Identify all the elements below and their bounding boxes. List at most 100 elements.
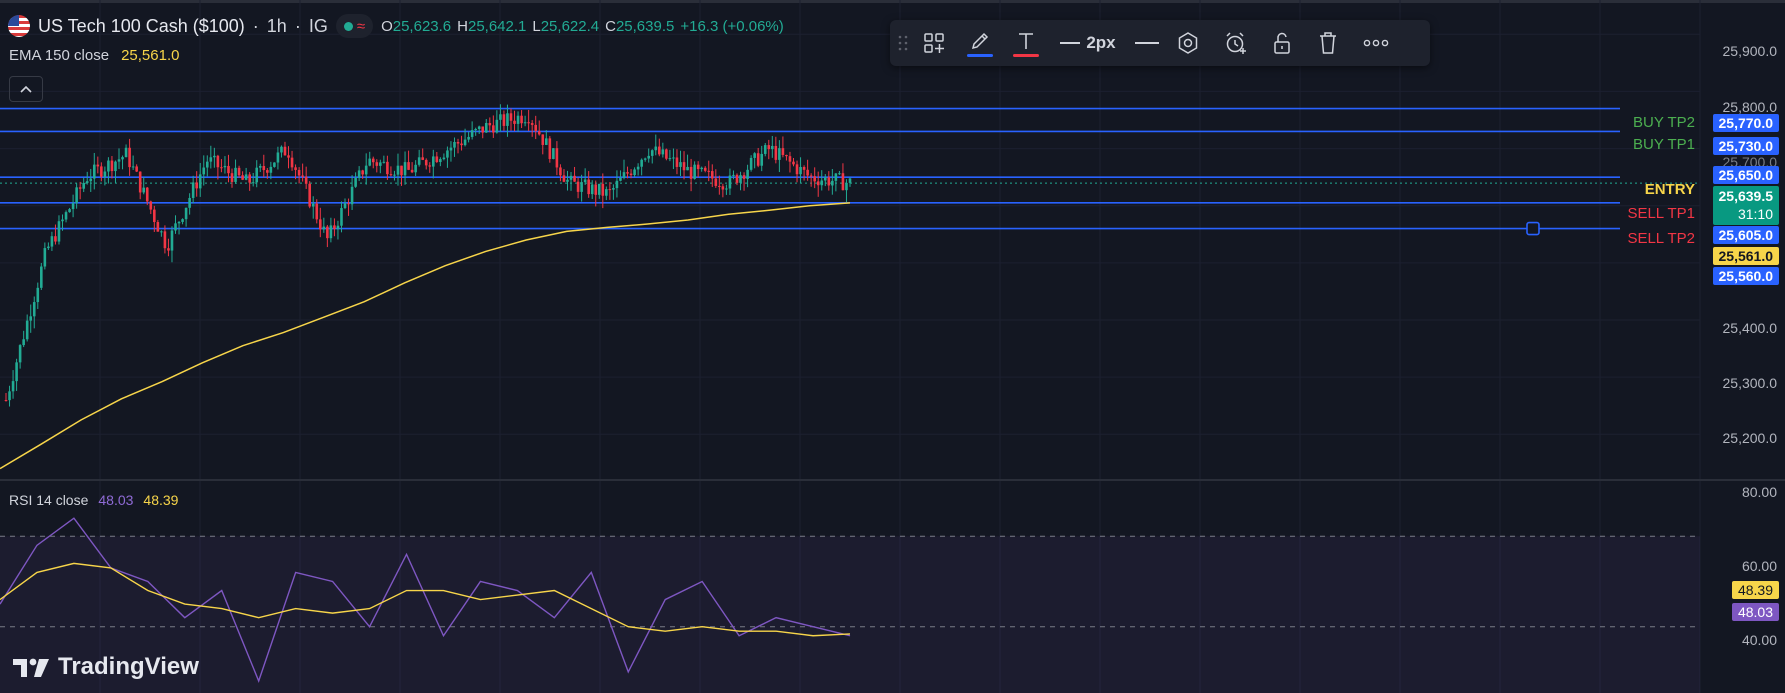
settings-icon[interactable] bbox=[1172, 27, 1204, 59]
candle-body bbox=[262, 166, 266, 171]
candle-body bbox=[499, 114, 502, 120]
candle-body bbox=[590, 184, 594, 195]
candle-body bbox=[463, 139, 467, 146]
candle-body bbox=[128, 147, 131, 168]
trash-icon[interactable] bbox=[1312, 27, 1344, 59]
candle-body bbox=[689, 166, 693, 179]
line-width-icon bbox=[1060, 42, 1081, 44]
candle-body bbox=[820, 180, 824, 186]
candle-body bbox=[827, 177, 831, 186]
candle-body bbox=[29, 316, 33, 321]
candle-body bbox=[435, 156, 439, 163]
candle-body bbox=[823, 177, 827, 181]
line-width-button[interactable]: 2px bbox=[1056, 27, 1120, 59]
candle-body bbox=[417, 157, 421, 165]
candle-body bbox=[520, 115, 523, 124]
candle-body bbox=[371, 158, 375, 163]
candle-body bbox=[333, 225, 336, 230]
text-icon bbox=[1019, 32, 1033, 49]
candle-body bbox=[703, 167, 707, 171]
candle-body bbox=[156, 222, 160, 232]
current-price-tag: 25,639.5 31:10 bbox=[1712, 186, 1779, 225]
candle-body bbox=[735, 174, 739, 183]
drag-handle-icon[interactable] bbox=[896, 27, 910, 59]
add-to-template-icon[interactable] bbox=[918, 27, 950, 59]
alarm-add-icon[interactable] bbox=[1220, 27, 1252, 59]
candle-body bbox=[506, 113, 509, 126]
candle-body bbox=[760, 153, 764, 166]
tv-logo-icon bbox=[13, 658, 49, 677]
candle-body bbox=[746, 169, 749, 179]
candle-body bbox=[269, 166, 273, 173]
us-flag-icon bbox=[8, 15, 30, 37]
candle-body bbox=[11, 381, 15, 392]
candle-body bbox=[700, 167, 703, 170]
candle-body bbox=[753, 153, 756, 158]
market-status-pill[interactable]: ≈ bbox=[335, 14, 374, 38]
candle-body bbox=[61, 219, 64, 222]
candle-body bbox=[78, 187, 82, 189]
more-options-icon[interactable] bbox=[1360, 27, 1392, 59]
candle-body bbox=[103, 171, 107, 177]
rsi-legend[interactable]: RSI 14 close 48.03 48.39 bbox=[9, 492, 178, 508]
candle-body bbox=[322, 226, 326, 230]
candle-body bbox=[439, 159, 442, 163]
candle-body bbox=[220, 167, 223, 169]
rsi-ma-line bbox=[0, 562, 851, 637]
interval-label[interactable]: 1h bbox=[266, 15, 287, 36]
line-style-button[interactable] bbox=[1130, 27, 1164, 59]
candle-body bbox=[513, 120, 516, 124]
tradingview-logo[interactable]: TradingView bbox=[12, 653, 199, 681]
symbol-header[interactable]: US Tech 100 Cash ($100) · 1h · IG ≈ O25,… bbox=[8, 14, 784, 38]
candle-body bbox=[174, 223, 177, 231]
candle-body bbox=[636, 166, 640, 170]
line-style-icon bbox=[1135, 42, 1159, 44]
sell-tp2-price-tag: 25,560.0 bbox=[1712, 267, 1779, 285]
candle-body bbox=[223, 165, 227, 168]
candle-body bbox=[693, 164, 696, 179]
sell-tp2-label: SELL TP2 bbox=[1627, 230, 1695, 247]
candle-body bbox=[682, 162, 686, 171]
candle-body bbox=[767, 145, 771, 150]
candle-body bbox=[809, 175, 813, 177]
candle-body bbox=[778, 148, 781, 160]
candle-body bbox=[718, 185, 721, 187]
rsi-axis-label: 40.00 bbox=[1741, 632, 1777, 648]
rsi-line bbox=[0, 517, 851, 683]
candle-body bbox=[555, 148, 559, 168]
candle-body bbox=[788, 156, 792, 162]
price-axis-label: 25,200.0 bbox=[1722, 430, 1778, 446]
candle-body bbox=[792, 161, 795, 165]
candle-body bbox=[838, 173, 841, 175]
text-color-button[interactable] bbox=[1010, 27, 1042, 59]
candle-body bbox=[382, 161, 386, 163]
candle-body bbox=[266, 170, 269, 173]
candle-body bbox=[92, 164, 96, 179]
collapse-legend-button[interactable] bbox=[9, 76, 43, 102]
unlock-icon[interactable] bbox=[1266, 27, 1298, 59]
candle-body bbox=[834, 173, 838, 181]
candle-body bbox=[763, 145, 767, 154]
candle-body bbox=[393, 174, 396, 176]
candle-body bbox=[813, 176, 816, 182]
candle-body bbox=[304, 176, 308, 184]
candle-body bbox=[318, 219, 322, 230]
candle-body bbox=[601, 183, 605, 196]
candle-body bbox=[442, 157, 446, 160]
candle-body bbox=[368, 158, 372, 166]
candle-body bbox=[100, 166, 103, 177]
candle-body bbox=[336, 225, 340, 230]
candle-body bbox=[509, 113, 513, 121]
symbol-name: US Tech 100 Cash ($100) bbox=[38, 15, 245, 36]
buy-tp1-price-tag: 25,730.0 bbox=[1712, 137, 1779, 155]
entry-label: ENTRY bbox=[1644, 181, 1695, 198]
ema-legend[interactable]: EMA 150 close 25,561.0 bbox=[9, 47, 179, 64]
ohlc-change: +16.3 (+0.06%) bbox=[680, 17, 784, 35]
candle-body bbox=[587, 179, 590, 195]
candle-body bbox=[583, 179, 587, 183]
candle-body bbox=[350, 186, 354, 205]
line-color-button[interactable] bbox=[964, 27, 996, 59]
buy-tp2-price-tag: 25,770.0 bbox=[1712, 114, 1779, 132]
